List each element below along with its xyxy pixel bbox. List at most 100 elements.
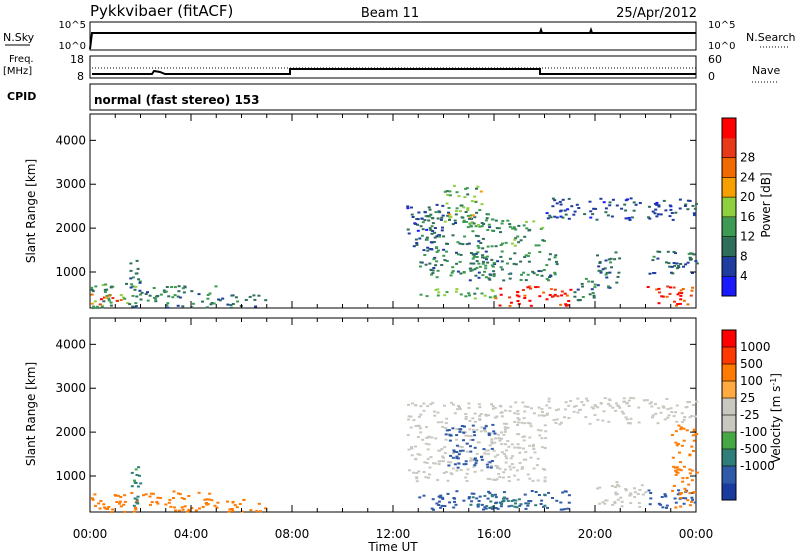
data-cell [407,415,411,418]
data-cell [483,429,486,432]
data-cell [532,272,536,275]
data-cell [492,430,496,433]
data-cell [429,248,433,251]
data-cell [473,268,477,271]
data-cell [431,230,435,232]
data-cell [484,276,488,279]
data-cell [419,261,423,264]
data-cell [690,415,694,417]
data-cell [425,236,429,239]
colorbar-tick-label: -1000 [740,459,775,473]
data-cell [598,261,602,263]
data-cell [655,288,659,291]
data-cell [647,216,650,219]
data-cell [593,413,597,416]
data-cell [501,242,504,245]
data-cell [493,441,497,444]
data-cell [554,422,558,424]
nsky-label: N.Sky [3,31,35,44]
data-cell [484,430,487,433]
data-cell [446,492,450,495]
data-cell [682,439,686,442]
data-cell [486,497,490,500]
data-cell [473,464,477,467]
data-cell [482,508,485,511]
data-cell [125,282,128,285]
data-cell [680,444,684,447]
data-cell [101,284,105,286]
data-cell [422,471,426,473]
data-cell [240,510,244,513]
data-cell [490,218,494,221]
data-cell [496,453,500,456]
data-cell [408,469,411,472]
colorbar-swatch [722,197,736,218]
data-cell [456,466,460,469]
data-cell [519,279,523,281]
data-cell [567,197,571,200]
data-cell [680,412,684,415]
data-cell [93,493,97,496]
data-cell [98,303,102,306]
data-cell [447,461,451,464]
data-cell [666,416,670,419]
data-cell [566,507,570,510]
data-cell [427,436,430,439]
data-cell [144,493,148,496]
x-tick-label: 04:00 [174,527,209,541]
data-cell [467,292,471,295]
data-cell [183,285,187,288]
data-cell [455,434,459,437]
data-cell [414,223,418,225]
data-cell [464,413,468,415]
data-cell [602,201,606,204]
data-cell [491,407,495,410]
data-cell [469,269,473,272]
data-cell [641,493,645,496]
data-cell [424,442,428,445]
data-cell [567,501,571,504]
data-region [468,250,559,282]
data-cell [658,291,661,294]
data-cell [688,504,692,507]
data-cell [449,454,453,457]
data-cell [502,453,506,455]
data-cell [455,207,459,210]
data-cell [567,217,571,220]
data-cell [529,500,533,503]
data-cell [431,222,435,225]
data-cell [679,426,683,429]
data-cell [679,298,683,301]
data-cell [140,291,144,294]
nsearch-tick-bottom: 10^0 [708,41,735,52]
data-cell [500,451,504,454]
data-cell [90,288,94,291]
data-cell [481,262,485,265]
data-cell [448,501,452,504]
data-cell [601,501,605,504]
data-cell [618,257,622,260]
data-cell [427,219,431,222]
data-cell [181,305,185,308]
data-cell [660,496,664,498]
data-cell [129,269,133,272]
data-region [573,277,597,302]
x-tick-label: 12:00 [376,527,411,541]
data-cell [498,227,502,230]
data-cell [415,477,419,480]
data-cell [690,252,694,255]
data-cell [520,421,524,424]
data-cell [474,234,478,237]
data-cell [558,210,562,213]
data-region [406,401,548,483]
data-cell [480,458,484,461]
data-cell [692,439,696,442]
freq-line [92,68,696,75]
data-cell [682,265,685,268]
data-cell [553,256,557,259]
data-cell [657,287,661,290]
data-cell [496,465,500,468]
x-tick-label: 00:00 [73,527,108,541]
data-cell [543,504,547,507]
x-tick-label: 16:00 [477,527,512,541]
